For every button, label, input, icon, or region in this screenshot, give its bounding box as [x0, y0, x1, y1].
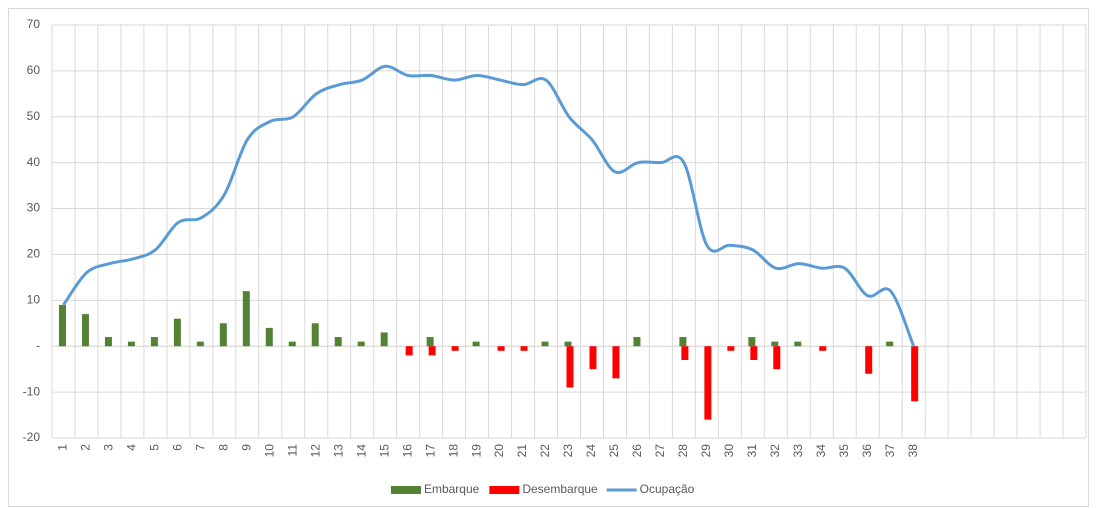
x-tick-label: 31: [745, 444, 759, 458]
bar: [886, 341, 894, 347]
x-tick-label: 32: [768, 444, 782, 458]
x-tick-label: 1: [56, 444, 70, 451]
x-tick-label: 18: [446, 444, 460, 458]
x-tick-label: 28: [676, 444, 690, 458]
bar: [819, 346, 827, 351]
bar: [520, 346, 528, 351]
x-tick-label: 38: [906, 444, 920, 458]
x-tick-label: 21: [515, 444, 529, 458]
bar: [311, 323, 319, 347]
bar: [219, 323, 227, 347]
bar: [564, 341, 572, 347]
bar: [497, 346, 505, 351]
x-tick-label: 3: [102, 444, 116, 451]
bar: [773, 346, 781, 370]
bar: [265, 327, 273, 347]
x-tick-label: 14: [354, 444, 368, 458]
bar: [541, 341, 549, 347]
x-tick-label: 17: [423, 444, 437, 458]
y-tick-label: 10: [27, 293, 41, 307]
bar: [196, 341, 204, 347]
x-tick-label: 22: [538, 444, 552, 458]
bar: [681, 346, 689, 360]
bar: [288, 341, 296, 347]
bar: [81, 314, 89, 347]
x-tick-label: 15: [377, 444, 391, 458]
y-tick-label: 70: [27, 17, 41, 31]
x-tick-label: 10: [262, 444, 276, 458]
x-tick-label: 8: [217, 444, 231, 451]
x-tick-label: 6: [171, 444, 185, 451]
bar: [242, 291, 250, 347]
bar: [704, 346, 712, 420]
x-tick-label: 25: [607, 444, 621, 458]
x-tick-label: 36: [860, 444, 874, 458]
x-tick-label: 16: [400, 444, 414, 458]
chart-frame: [8, 8, 1089, 507]
x-tick-label: 35: [837, 444, 851, 458]
y-tick-label: -: [36, 338, 40, 352]
bar: [750, 346, 758, 360]
bar: [794, 341, 802, 347]
legend-swatch: [489, 486, 520, 494]
bar: [748, 337, 756, 347]
x-tick-label: 24: [584, 444, 598, 458]
y-tick-label: -10: [23, 384, 41, 398]
bar: [380, 332, 388, 347]
bar: [589, 346, 597, 370]
bar: [771, 341, 779, 347]
x-tick-label: 30: [722, 444, 736, 458]
x-tick-label: 29: [699, 444, 713, 458]
bar: [150, 337, 158, 347]
x-tick-label: 9: [239, 444, 253, 451]
bar: [472, 341, 480, 347]
x-tick-label: 13: [331, 444, 345, 458]
x-tick-label: 4: [125, 444, 139, 451]
x-tick-label: 34: [814, 444, 828, 458]
line: [62, 64, 916, 347]
legend-label: Desembarque: [522, 482, 598, 496]
y-tick-label: 50: [27, 109, 41, 123]
y-tick-label: -20: [23, 430, 41, 444]
x-tick-label: 12: [308, 444, 322, 458]
y-tick-label: 60: [27, 63, 41, 77]
bar: [58, 304, 66, 347]
y-tick-label: 40: [27, 155, 41, 169]
y-tick-label: 20: [27, 247, 41, 261]
x-tick-label: 26: [630, 444, 644, 458]
bar: [612, 346, 620, 379]
x-tick-label: 37: [883, 444, 897, 458]
bar: [679, 337, 687, 347]
bar: [426, 337, 434, 347]
legend-label: Embarque: [424, 482, 480, 496]
x-tick-label: 23: [561, 444, 575, 458]
x-tick-label: 33: [791, 444, 805, 458]
bar: [173, 318, 181, 347]
x-tick-label: 5: [148, 444, 162, 451]
bar: [566, 346, 574, 388]
bar: [451, 346, 459, 351]
x-tick-label: 20: [492, 444, 506, 458]
legend-label: Ocupação: [640, 482, 695, 496]
x-tick-label: 7: [194, 444, 208, 451]
bar: [727, 346, 735, 351]
y-tick-label: 30: [27, 201, 41, 215]
legend-swatch: [390, 486, 421, 494]
bar: [127, 341, 135, 347]
x-tick-label: 2: [79, 444, 93, 451]
bar: [911, 346, 919, 402]
bar: [334, 337, 342, 347]
x-tick-label: 11: [285, 444, 299, 457]
bar: [428, 346, 436, 356]
bar: [104, 337, 112, 347]
bar: [633, 337, 641, 347]
bar: [357, 341, 365, 347]
bar: [865, 346, 873, 374]
bar: [405, 346, 413, 356]
x-tick-label: 19: [469, 444, 483, 458]
x-tick-label: 27: [653, 444, 667, 458]
